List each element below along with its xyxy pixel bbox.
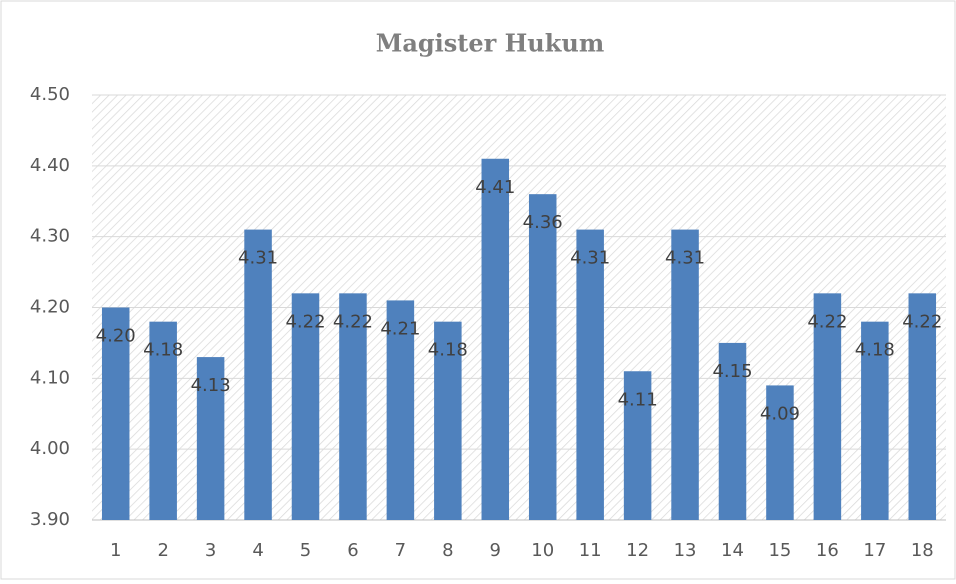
data-label: 4.21 — [380, 318, 420, 339]
data-label: 4.18 — [855, 340, 895, 361]
bar — [861, 321, 889, 520]
x-tick-label: 10 — [531, 540, 554, 561]
x-tick-label: 5 — [300, 540, 311, 561]
y-tick-label: 4.50 — [30, 84, 70, 105]
data-label: 4.13 — [191, 375, 231, 396]
bar — [244, 229, 272, 521]
x-tick-label: 12 — [626, 540, 649, 561]
y-tick-label: 4.30 — [30, 226, 70, 247]
bar — [766, 385, 794, 520]
bar — [908, 293, 937, 520]
data-label: 4.36 — [523, 212, 563, 233]
data-label: 4.41 — [475, 177, 515, 198]
x-tick-label: 18 — [911, 540, 934, 561]
data-label: 4.20 — [96, 326, 136, 347]
chart-title: Magister Hukum — [376, 29, 604, 58]
bar — [481, 158, 510, 520]
data-label: 4.31 — [665, 248, 705, 269]
x-tick-label: 13 — [674, 540, 697, 561]
y-tick-label: 4.10 — [30, 367, 70, 388]
data-label: 4.31 — [570, 248, 610, 269]
x-tick-label: 11 — [579, 540, 602, 561]
bar — [386, 300, 415, 520]
x-tick-label: 3 — [205, 540, 216, 561]
x-tick-label: 17 — [863, 540, 886, 561]
x-tick-label: 9 — [490, 540, 501, 561]
x-tick-label: 2 — [157, 540, 168, 561]
data-label: 4.31 — [238, 248, 278, 269]
bar — [718, 342, 747, 520]
data-label: 4.22 — [902, 311, 942, 332]
data-label: 4.22 — [333, 311, 373, 332]
bar — [671, 229, 699, 521]
y-tick-label: 4.00 — [30, 438, 70, 459]
bar — [339, 293, 367, 520]
data-label: 4.22 — [285, 311, 325, 332]
data-label: 4.18 — [428, 340, 468, 361]
x-tick-label: 8 — [442, 540, 453, 561]
bar — [528, 194, 557, 520]
data-label: 4.11 — [618, 389, 658, 410]
bar — [149, 321, 177, 520]
x-tick-label: 16 — [816, 540, 839, 561]
x-tick-label: 7 — [395, 540, 406, 561]
bar — [576, 229, 604, 521]
y-tick-label: 4.40 — [30, 155, 70, 176]
x-tick-label: 15 — [768, 540, 791, 561]
bar — [291, 293, 320, 520]
x-tick-label: 14 — [721, 540, 744, 561]
bar — [813, 293, 842, 520]
data-label: 4.15 — [712, 361, 752, 382]
x-tick-label: 1 — [110, 540, 121, 561]
data-label: 4.09 — [760, 403, 800, 424]
x-tick-label: 4 — [252, 540, 263, 561]
bar — [434, 321, 462, 520]
bar — [101, 307, 130, 520]
y-tick-label: 3.90 — [30, 509, 70, 530]
data-label: 4.22 — [807, 311, 847, 332]
bar — [196, 357, 225, 520]
data-label: 4.18 — [143, 340, 183, 361]
y-tick-label: 4.20 — [30, 297, 70, 318]
bar — [623, 371, 652, 520]
x-tick-label: 6 — [347, 540, 358, 561]
